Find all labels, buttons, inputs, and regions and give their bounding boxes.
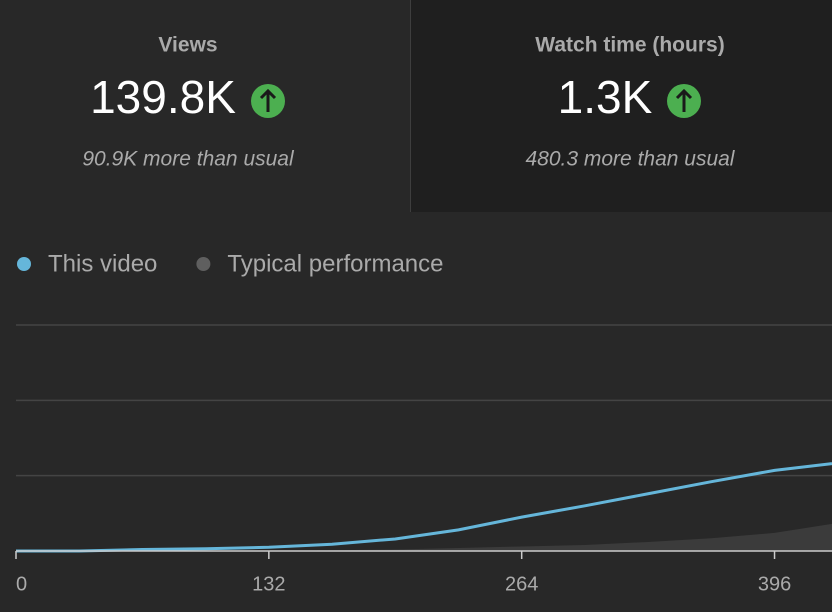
up-arrow [259,88,277,112]
stat-label: Watch time (hours) [535,34,724,57]
card-bg [411,0,832,212]
card-bg [0,0,410,212]
legend-item[interactable]: Typical performance [196,250,443,277]
legend-dot [17,257,31,271]
views-card[interactable]: Views 139.8K 90.9K more than usual [0,0,410,212]
stat-label: Views [158,34,217,57]
legend-item[interactable]: This video [17,250,157,277]
x-tick-label: 0 [16,573,27,595]
legend-label: This video [48,250,157,277]
chart: This video Typical performance 0 132 264 396 [15,250,832,595]
up-arrow [675,88,693,112]
stat-note: 480.3 more than usual [526,148,736,171]
x-tick-label: 132 [252,573,285,595]
legend-label: Typical performance [227,250,443,277]
legend-dot [196,257,211,271]
x-tick-label: 264 [505,573,538,595]
area [16,523,832,551]
x-tick-label: 396 [758,573,791,595]
watch-time-card[interactable]: Watch time (hours) 1.3K 480.3 more than … [411,0,832,212]
line [16,462,832,553]
stat-value: 1.3K [558,71,653,123]
stat-note: 90.9K more than usual [82,148,295,171]
stat-value: 139.8K [90,71,236,123]
